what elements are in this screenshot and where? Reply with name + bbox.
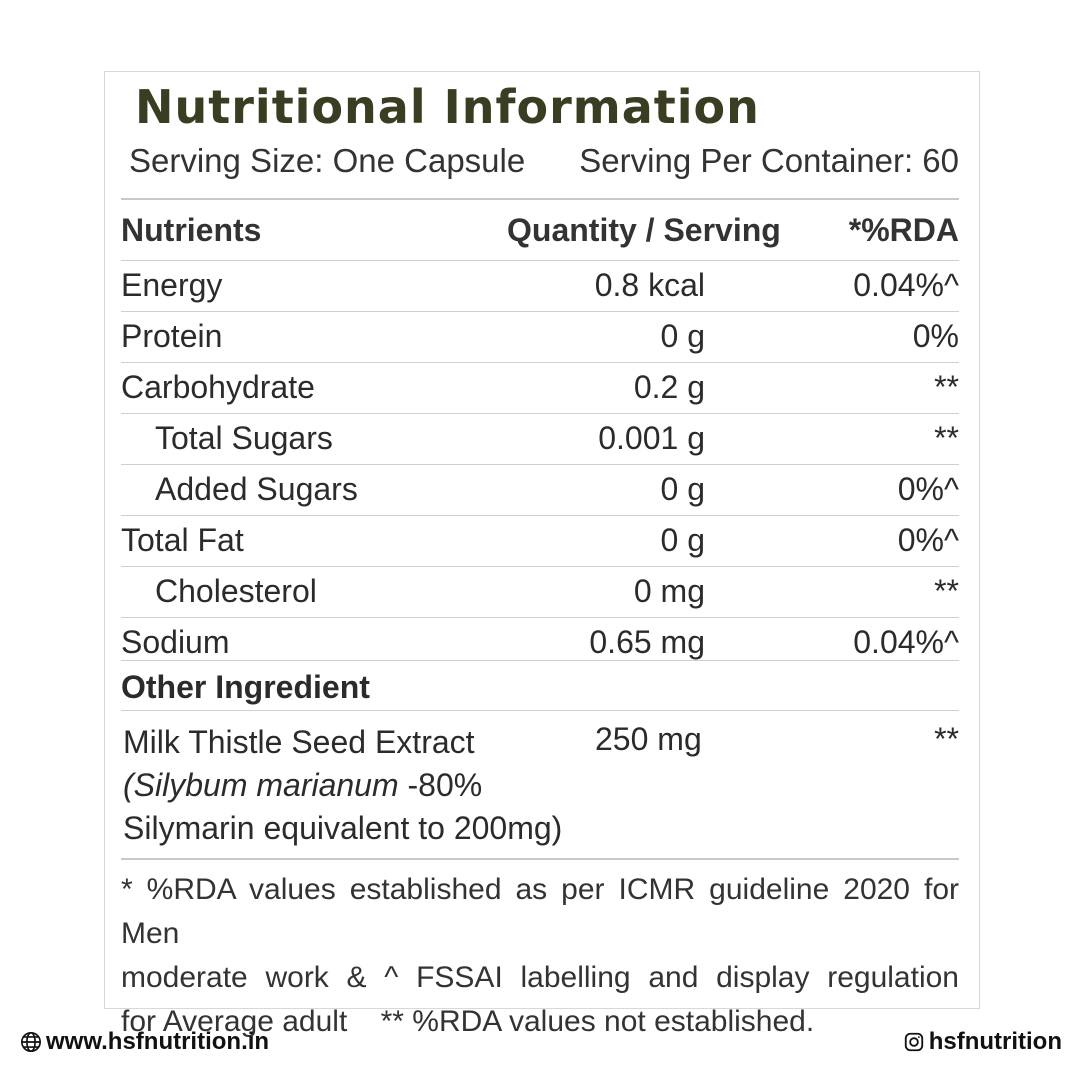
nutrient-qty: 0 mg bbox=[633, 573, 705, 609]
ingredient-line-2: (Silybum marianum -80% bbox=[123, 764, 562, 807]
ingredient-line-3: Silymarin equivalent to 200mg) bbox=[123, 810, 563, 846]
nutrient-name: Sodium bbox=[121, 624, 230, 660]
nutrient-qty: 0.8 kcal bbox=[594, 267, 705, 303]
servings-per-container: Serving Per Container: 60 bbox=[579, 142, 959, 179]
nutrient-name: Carbohydrate bbox=[121, 369, 315, 405]
nutrient-rda: ** bbox=[934, 573, 959, 609]
footnote: * %RDA values established as per ICMR gu… bbox=[121, 858, 959, 1044]
header-nutrients: Nutrients bbox=[121, 212, 262, 248]
table-row: Total Sugars 0.001 g ** bbox=[121, 413, 959, 464]
footnote-line-2: moderate work & ^ FSSAI labelling and di… bbox=[121, 961, 959, 994]
nutrient-qty: 0.65 mg bbox=[589, 624, 705, 660]
nutrient-name: Total Sugars bbox=[155, 420, 333, 456]
nutrient-qty: 0.2 g bbox=[633, 369, 705, 405]
footnote-line-1: * %RDA values established as per ICMR gu… bbox=[121, 873, 959, 950]
ingredient-line-1: Milk Thistle Seed Extract bbox=[123, 724, 475, 760]
label-title: Nutritional Information bbox=[135, 80, 760, 134]
nutrient-rda: 0%^ bbox=[897, 522, 959, 558]
serving-info: Serving Size: One Capsule Serving Per Co… bbox=[129, 142, 959, 186]
instagram-handle[interactable]: hsfnutrition bbox=[903, 1028, 1062, 1056]
footnote-line-3: for Average adult ** %RDA values not est… bbox=[121, 1005, 815, 1038]
nutrient-qty: 0 g bbox=[660, 318, 705, 354]
ingredient-rda: ** bbox=[934, 721, 959, 757]
nutrient-name: Protein bbox=[121, 318, 223, 354]
nutrient-name: Total Fat bbox=[121, 522, 244, 558]
instagram-icon bbox=[904, 1032, 923, 1052]
nutrient-rda: 0.04%^ bbox=[853, 624, 959, 660]
table-row: Sodium 0.65 mg 0.04%^ bbox=[121, 617, 959, 668]
table-row: Cholesterol 0 mg ** bbox=[121, 566, 959, 617]
table-header: Nutrients Quantity / Serving *%RDA bbox=[121, 202, 959, 260]
website-text: www.hsfnutrition.in bbox=[46, 1028, 270, 1055]
nutrition-label: Nutritional Information Serving Size: On… bbox=[104, 71, 980, 1038]
ingredient-description: Milk Thistle Seed Extract (Silybum maria… bbox=[123, 721, 562, 850]
nutrient-rda: 0% bbox=[912, 318, 959, 354]
nutrient-name: Cholesterol bbox=[155, 573, 317, 609]
other-ingredient-heading: Other Ingredient bbox=[121, 660, 959, 711]
table-row: Energy 0.8 kcal 0.04%^ bbox=[121, 260, 959, 311]
label-content: Nutritional Information Serving Size: On… bbox=[121, 72, 959, 1038]
handle-text: hsfnutrition bbox=[928, 1028, 1062, 1055]
nutrient-qty: 0.001 g bbox=[598, 420, 705, 456]
table-row: Protein 0 g 0% bbox=[121, 311, 959, 362]
ingredient-row: Milk Thistle Seed Extract (Silybum maria… bbox=[121, 710, 959, 857]
nutrient-rda: ** bbox=[934, 369, 959, 405]
nutrient-rda: ** bbox=[934, 420, 959, 456]
ingredient-qty: 250 mg bbox=[595, 721, 702, 757]
table-row: Total Fat 0 g 0%^ bbox=[121, 515, 959, 566]
ingredient-line-2-rest: -80% bbox=[398, 767, 483, 803]
footer-bar: www.hsfnutrition.in hsfnutrition bbox=[20, 1022, 1062, 1062]
other-heading-text: Other Ingredient bbox=[121, 669, 370, 705]
nutrient-rda: 0.04%^ bbox=[853, 267, 959, 303]
nutrient-qty: 0 g bbox=[660, 471, 705, 507]
table-row: Added Sugars 0 g 0%^ bbox=[121, 464, 959, 515]
serving-size: Serving Size: One Capsule bbox=[129, 142, 526, 179]
table-row: Carbohydrate 0.2 g ** bbox=[121, 362, 959, 413]
header-quantity: Quantity / Serving bbox=[507, 212, 781, 248]
ingredient-botanical-name: (Silybum marianum bbox=[123, 767, 399, 803]
nutrient-qty: 0 g bbox=[660, 522, 705, 558]
nutrient-name: Added Sugars bbox=[155, 471, 358, 507]
nutrient-rows: Energy 0.8 kcal 0.04%^ Protein 0 g 0% Ca… bbox=[121, 260, 959, 668]
globe-icon bbox=[21, 1032, 41, 1052]
header-rda: *%RDA bbox=[848, 212, 959, 248]
nutrient-name: Energy bbox=[121, 267, 223, 303]
nutrient-rda: 0%^ bbox=[897, 471, 959, 507]
divider bbox=[121, 198, 959, 200]
website-link[interactable]: www.hsfnutrition.in bbox=[20, 1028, 269, 1056]
